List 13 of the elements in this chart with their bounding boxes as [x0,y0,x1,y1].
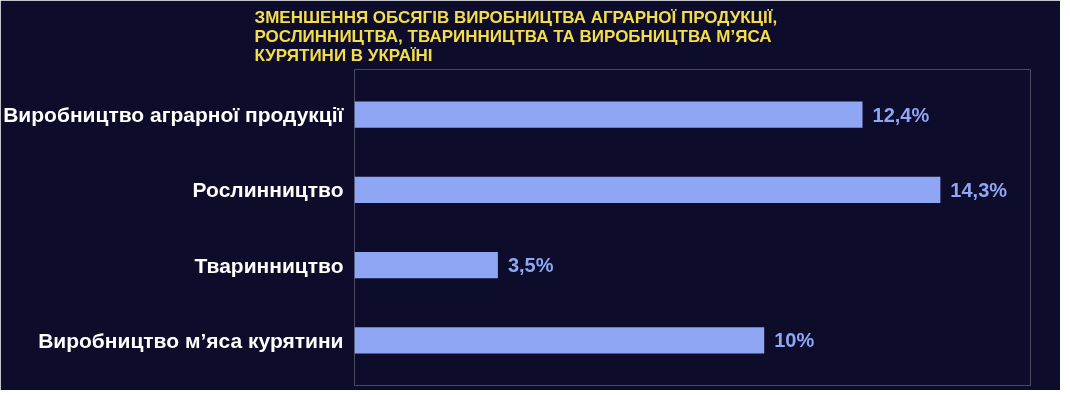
y-tick-label: Тваринництво [194,253,344,277]
bar [354,176,941,204]
y-tick-label: Виробництво м’яса курятини [38,328,344,352]
bar [354,101,863,128]
data-label: 3,5% [507,254,554,277]
data-label: 14,3% [950,178,1008,201]
data-label: 10% [774,329,815,352]
chart-title: ЗМЕНШЕННЯ ОБСЯГІВ ВИРОБНИЦТВА АГРАРНОЇ ПРОДУКЦІЇ, РОСЛИННИЦТВА, ТВАРИННИЦТВА ТА ВИРОБНИЦТВА М’ЯСА КУРЯТИНИ В УКРАЇНІ [254,7,778,65]
y-tick-label: Виробництво аграрної продукції [3,103,345,127]
data-label: 12,4% [872,103,930,126]
bar [354,251,498,279]
y-tick-label: Рослинництво [192,178,344,202]
bar [354,327,765,354]
